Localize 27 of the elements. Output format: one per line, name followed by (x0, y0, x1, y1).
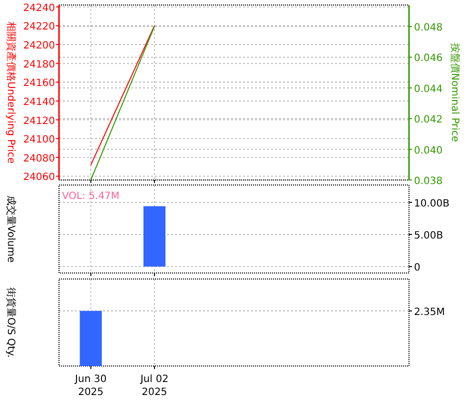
y2-tick-label: 0.044 (414, 84, 443, 95)
x-tick-label: Jul 02 2025 (139, 374, 168, 398)
y2-tick-label: 5.00B (414, 230, 444, 242)
y2-axis-title: 按盤價Nominal Price (449, 43, 461, 142)
y-tick-label: 24200 (23, 40, 55, 52)
y2-tick-label: 0.042 (414, 114, 443, 126)
y-tick-label: 24140 (23, 96, 55, 108)
y2-tick-label: 2.35M (414, 306, 445, 318)
y2-tick-label: 0.038 (414, 176, 443, 187)
y-tick-label: 24080 (23, 153, 55, 164)
y-axis-title: 街貨量O/S Qty. (5, 287, 17, 358)
y2-tick-label: 0.040 (414, 145, 443, 156)
y-tick-label: 24220 (23, 22, 55, 33)
y2-tick-label: 10.00B (414, 198, 450, 210)
y-tick-label: 24100 (23, 134, 55, 146)
y2-tick-label: 0 (414, 262, 420, 274)
y2-tick-label: 0.048 (414, 22, 443, 34)
y-axis-title: 相關資產價格Underlying Price (5, 21, 17, 164)
y2-tick-label: 0.046 (414, 53, 443, 64)
y-axis-title: 成交量Volume (5, 195, 17, 263)
y-tick-label: 24060 (23, 172, 55, 184)
y-tick-label: 24160 (23, 78, 55, 90)
x-tick-label: Jun 30 2025 (74, 374, 107, 398)
y-tick-label: 24120 (23, 116, 55, 127)
y-tick-label: 24240 (23, 2, 55, 14)
annotation: VOL: 5.47M (62, 191, 120, 202)
y-tick-label: 24180 (23, 59, 55, 70)
